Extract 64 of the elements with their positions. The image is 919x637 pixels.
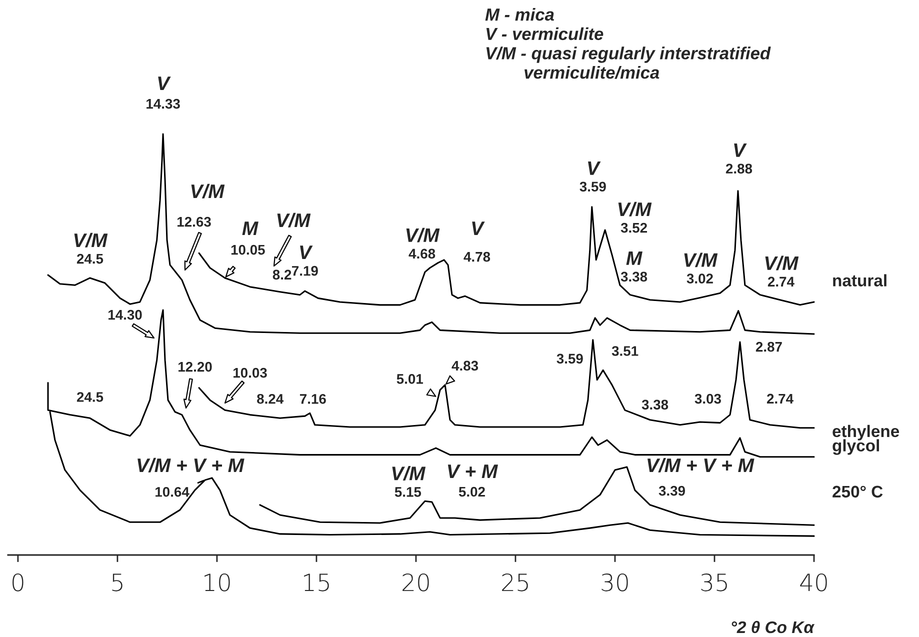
annotation: 10.05 bbox=[231, 244, 265, 255]
annotation: 5.01 bbox=[396, 374, 423, 384]
annotation: 8.24 bbox=[257, 394, 284, 404]
annotation: 4.83 bbox=[452, 360, 478, 371]
x-tick-label: 30 bbox=[602, 573, 628, 592]
annotation: 3.51 bbox=[612, 346, 638, 356]
annotation: 12.63 bbox=[178, 216, 211, 227]
annotation: V/M bbox=[765, 256, 799, 270]
annotation: V bbox=[300, 246, 313, 260]
annotation: 7.16 bbox=[300, 394, 326, 404]
annotation: 2.87 bbox=[756, 342, 782, 352]
annotation: 14.33 bbox=[146, 98, 180, 109]
text: M - mica V - vermiculite V/M - quasi regularly interstratified vermiculite/mica bbox=[485, 8, 771, 79]
x-tick-label: 10 bbox=[204, 573, 230, 592]
annotation: V/M bbox=[74, 232, 108, 248]
annotation: 12.20 bbox=[178, 362, 212, 372]
annotation: 5.02 bbox=[458, 486, 485, 497]
x-axis-title: °2 θ Co Kα bbox=[732, 620, 815, 634]
annotation: 3.52 bbox=[620, 222, 647, 233]
annotation: 3.38 bbox=[620, 272, 648, 282]
x-tick-label: 35 bbox=[701, 573, 727, 592]
annotation: M bbox=[242, 222, 258, 236]
annotation: 14.30 bbox=[108, 310, 142, 320]
series-label: 250° C bbox=[832, 486, 883, 498]
x-tick-label: 0 bbox=[12, 573, 24, 592]
annotation: V bbox=[472, 222, 485, 236]
x-tick-label: 5 bbox=[112, 574, 122, 592]
annotation: 24.5 bbox=[76, 254, 104, 264]
annotation: 10.03 bbox=[234, 368, 267, 378]
annotation: 3.38 bbox=[642, 400, 668, 410]
annotation: V/M bbox=[191, 184, 225, 198]
x-tick-label: 40 bbox=[800, 573, 827, 592]
annotation: 3.02 bbox=[686, 274, 713, 284]
annotation: 10.64 bbox=[156, 486, 190, 497]
x-tick-label: 15 bbox=[304, 574, 329, 592]
annotation: 4.78 bbox=[464, 252, 490, 262]
annotation: 2.74 bbox=[766, 394, 794, 404]
annotation: 3.03 bbox=[694, 394, 721, 404]
annotation: 3.39 bbox=[658, 486, 685, 496]
annotation: V/M bbox=[618, 202, 652, 216]
annotation: V/M bbox=[684, 252, 718, 268]
annotation: V/M bbox=[406, 228, 440, 242]
annotation: V/M bbox=[392, 466, 426, 481]
x-tick-label: 20 bbox=[402, 573, 429, 592]
annotation: 3.59 bbox=[580, 182, 606, 192]
annotation: 4.68 bbox=[408, 248, 436, 259]
annotation: V/M bbox=[277, 212, 311, 228]
annotation: V bbox=[588, 161, 601, 175]
annotation: V + M bbox=[448, 464, 498, 478]
annotation: 7.19 bbox=[292, 266, 318, 276]
annotation: V bbox=[734, 143, 747, 157]
annotation: 2.88 bbox=[726, 164, 752, 174]
annotation: 24.5 bbox=[76, 392, 104, 402]
text: V bbox=[158, 76, 171, 90]
annotation: V/M + V + M bbox=[138, 458, 244, 472]
annotation: 3.59 bbox=[556, 354, 583, 364]
series-label: natural bbox=[833, 274, 886, 286]
annotation: M bbox=[626, 252, 642, 265]
annotation: 5.15 bbox=[394, 487, 422, 497]
annotation: V/M + V + M bbox=[648, 458, 754, 472]
annotation: 2.74 bbox=[768, 276, 794, 286]
annotation: 8.2 bbox=[272, 270, 292, 280]
x-tick-label: 25 bbox=[502, 573, 528, 592]
series-label: ethylene glycol bbox=[832, 424, 900, 455]
